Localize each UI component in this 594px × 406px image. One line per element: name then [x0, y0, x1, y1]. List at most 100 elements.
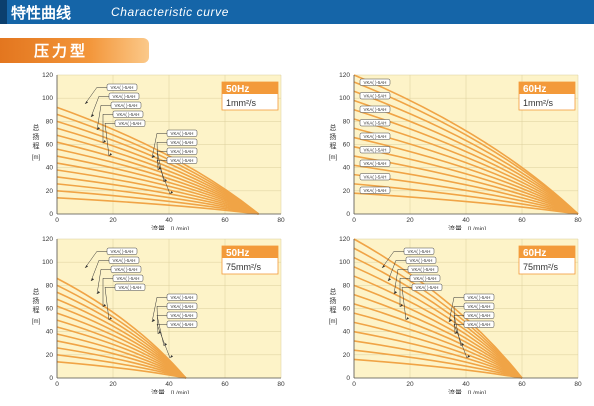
leader-line — [401, 287, 412, 321]
leader-line — [453, 306, 464, 335]
x-axis-label: 流量 — [448, 388, 462, 394]
y-tick-label: 60 — [343, 142, 351, 149]
y-tick-label: 120 — [339, 72, 350, 79]
model-label: VKA( )-5AH — [410, 258, 433, 263]
y-tick-label: 20 — [46, 188, 54, 195]
series-line — [56, 155, 259, 215]
model-label: VKA( )-5AH — [171, 295, 194, 300]
leader-line — [156, 324, 171, 359]
leader-arrow — [158, 331, 161, 334]
model-label: VKA( )-5AH — [364, 161, 387, 166]
series-line — [353, 312, 523, 379]
model-label-box — [359, 186, 391, 194]
model-label: VKA( )-5AH — [171, 149, 194, 154]
leader-arrow — [97, 291, 100, 294]
series-line — [56, 360, 186, 379]
x-tick-label: 0 — [352, 217, 356, 224]
leader-line — [399, 278, 410, 307]
model-label-box — [359, 105, 391, 113]
y-axis-label: 扬 — [330, 132, 337, 141]
leader-line — [104, 287, 115, 321]
model-label: VKA( )-5AH — [171, 304, 194, 309]
leader-line — [448, 297, 464, 323]
chart-50hz-1mm2s: 0 20 40 60 80 0 20 40 60 80 100 120 总扬程 [m] 流量 [L/min] 5… — [32, 72, 285, 230]
y-axis-label: 程 — [33, 305, 40, 314]
series-line — [56, 196, 259, 215]
x-axis-unit: [L/min] — [171, 227, 189, 230]
y-tick-label: 120 — [42, 72, 53, 79]
freq-box-header — [519, 82, 575, 94]
model-label: VKA( )-5AH — [171, 131, 194, 136]
series-line — [353, 358, 523, 379]
series-line — [353, 266, 523, 379]
leader-line — [156, 142, 167, 171]
y-tick-label: 20 — [343, 352, 351, 359]
x-axis-label: 流量 — [151, 224, 165, 230]
leader-arrow — [449, 319, 452, 322]
y-tick-label: 100 — [339, 259, 350, 266]
model-label: VKA( )-5AH — [468, 295, 491, 300]
chart-60hz-1mm2s: 0 20 40 60 80 0 20 40 60 80 100 120 总扬程 [m] 流量 [L/min] 6… — [329, 72, 582, 230]
leader-arrow — [406, 317, 409, 320]
model-label: VKA( )-5AH — [115, 103, 138, 108]
y-tick-label: 40 — [46, 165, 54, 172]
x-tick-label: 20 — [406, 381, 414, 388]
y-tick-label: 40 — [343, 165, 351, 172]
leader-line — [102, 114, 113, 143]
leader-arrow — [388, 278, 391, 281]
leader-line — [102, 278, 113, 307]
leader-line — [151, 133, 167, 159]
leader-line — [156, 306, 167, 335]
model-label: VKA( )-5AH — [171, 158, 194, 163]
x-axis-unit: [L/min] — [468, 227, 486, 230]
leader-line — [84, 251, 107, 269]
model-label: VKA( )-5AH — [364, 148, 387, 153]
series-line — [56, 190, 259, 215]
series-line — [56, 169, 259, 215]
freq-box-header — [222, 246, 278, 258]
header-bar: 特性曲线 Characteristic curve — [0, 0, 594, 24]
leader-arrow — [103, 140, 106, 143]
y-tick-label: 80 — [46, 282, 54, 289]
series-line — [56, 162, 259, 215]
model-label: VKA( )-5AH — [364, 121, 387, 126]
series-line — [353, 330, 523, 379]
viscosity-label: 1mm²/s — [523, 98, 553, 108]
x-tick-label: 80 — [277, 217, 285, 224]
x-tick-label: 20 — [109, 381, 117, 388]
x-tick-label: 40 — [165, 381, 173, 388]
model-label-box — [359, 92, 391, 100]
y-tick-label: 40 — [343, 329, 351, 336]
series-line — [56, 148, 259, 215]
y-axis-label: 总 — [330, 287, 337, 296]
header-accent-stripe — [0, 0, 7, 24]
model-label-box — [359, 146, 391, 154]
x-axis-unit: [L/min] — [468, 391, 486, 394]
y-axis-unit: [m] — [329, 155, 338, 161]
viscosity-label: 1mm²/s — [226, 98, 256, 108]
leader-arrow — [97, 127, 100, 130]
series-line — [353, 303, 523, 379]
y-tick-label: 40 — [46, 329, 54, 336]
model-label-box — [359, 78, 391, 86]
leader-line — [387, 260, 406, 282]
x-axis-unit: [L/min] — [171, 391, 189, 394]
model-label: VKA( )-5AH — [171, 313, 194, 318]
x-tick-label: 60 — [221, 217, 229, 224]
y-tick-label: 60 — [46, 306, 54, 313]
series-line — [353, 247, 523, 379]
model-label: VKA( )-5AH — [416, 285, 439, 290]
model-label: VKA( )-5AH — [111, 249, 134, 254]
model-label: VKA( )-5AH — [171, 322, 194, 327]
leader-arrow — [109, 317, 112, 320]
y-axis-unit: [m] — [32, 155, 41, 161]
leader-line — [96, 269, 111, 295]
leader-arrow — [91, 278, 94, 281]
model-label-box — [359, 173, 391, 181]
chart-60hz-75mm2s: 0 20 40 60 80 0 20 40 60 80 100 120 总扬程 [m] 流量 [L/min] 6… — [329, 236, 582, 394]
series-line — [353, 284, 523, 379]
x-tick-label: 40 — [165, 217, 173, 224]
x-axis-label: 流量 — [151, 388, 165, 394]
series-line — [353, 238, 523, 379]
y-axis-label: 扬 — [330, 296, 337, 305]
